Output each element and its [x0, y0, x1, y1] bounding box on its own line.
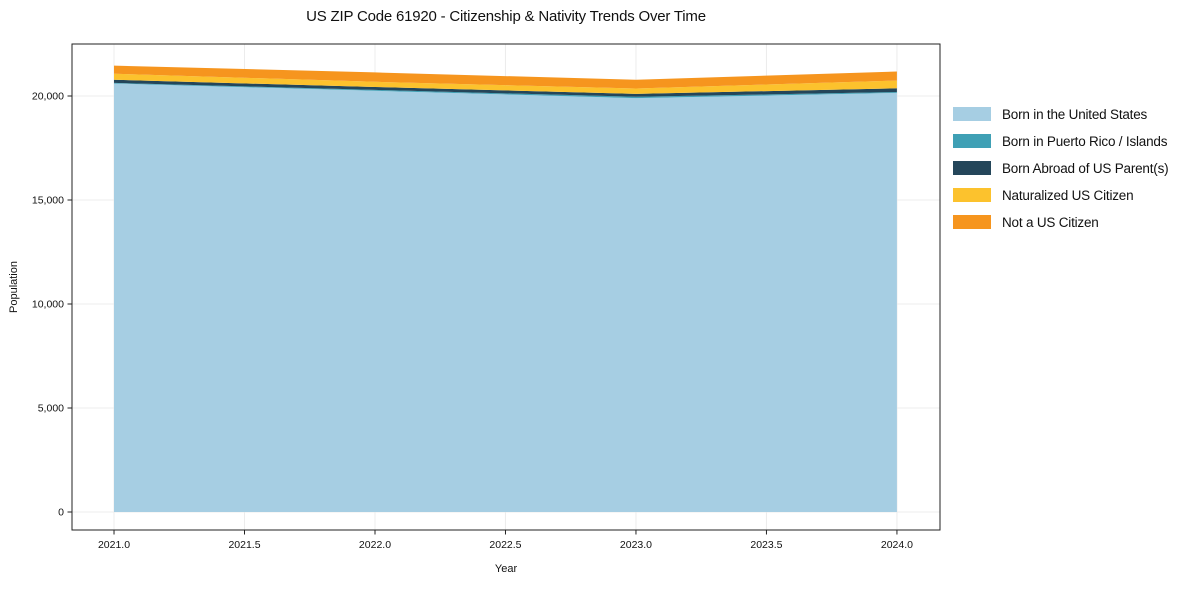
area-naturalized-us-citizen [114, 73, 897, 94]
legend-swatch [953, 161, 991, 175]
plot-border [71, 43, 941, 531]
legend-label: Born in the United States [1002, 106, 1148, 122]
legend-label: Born in Puerto Rico / Islands [1002, 133, 1168, 149]
legend-swatch [953, 107, 991, 121]
legend-item: Naturalized US Citizen [953, 186, 1168, 204]
x-tick-label: 2022.0 [359, 539, 391, 551]
legend-label: Naturalized US Citizen [1002, 187, 1134, 203]
legend-item: Not a US Citizen [953, 213, 1168, 231]
y-tick-label: 15,000 [32, 195, 64, 207]
x-axis-label: Year [494, 563, 518, 575]
x-tick-label: 2022.5 [489, 539, 521, 551]
x-tick-label: 2021.5 [228, 539, 260, 551]
y-tick-label: 0 [58, 507, 64, 519]
area-born-in-the-united-states [114, 83, 897, 512]
y-axis-label: Population [8, 261, 20, 313]
legend-swatch [953, 215, 991, 229]
x-tick-label: 2023.5 [750, 539, 782, 551]
y-tick-label: 5,000 [38, 403, 64, 415]
legend-item: Born in Puerto Rico / Islands [953, 132, 1168, 150]
legend-swatch [953, 134, 991, 148]
area-not-a-us-citizen [114, 65, 897, 89]
legend-item: Born Abroad of US Parent(s) [953, 159, 1169, 177]
y-tick-label: 10,000 [32, 299, 64, 311]
chart-title: US ZIP Code 61920 - Citizenship & Nativi… [306, 8, 706, 25]
legend-item: Born in the United States [953, 105, 1168, 123]
x-tick-label: 2024.0 [881, 539, 913, 551]
legend-swatch [953, 188, 991, 202]
x-tick-label: 2021.0 [98, 539, 130, 551]
legend: Born in the United States Born in Puerto … [953, 105, 1169, 231]
legend-label: Not a US Citizen [1002, 214, 1099, 230]
y-tick-label: 20,000 [32, 91, 64, 103]
x-tick-label: 2023.0 [620, 539, 652, 551]
area-born-abroad-of-us-parent-s [114, 79, 897, 97]
legend-label: Born Abroad of US Parent(s) [1002, 160, 1169, 176]
